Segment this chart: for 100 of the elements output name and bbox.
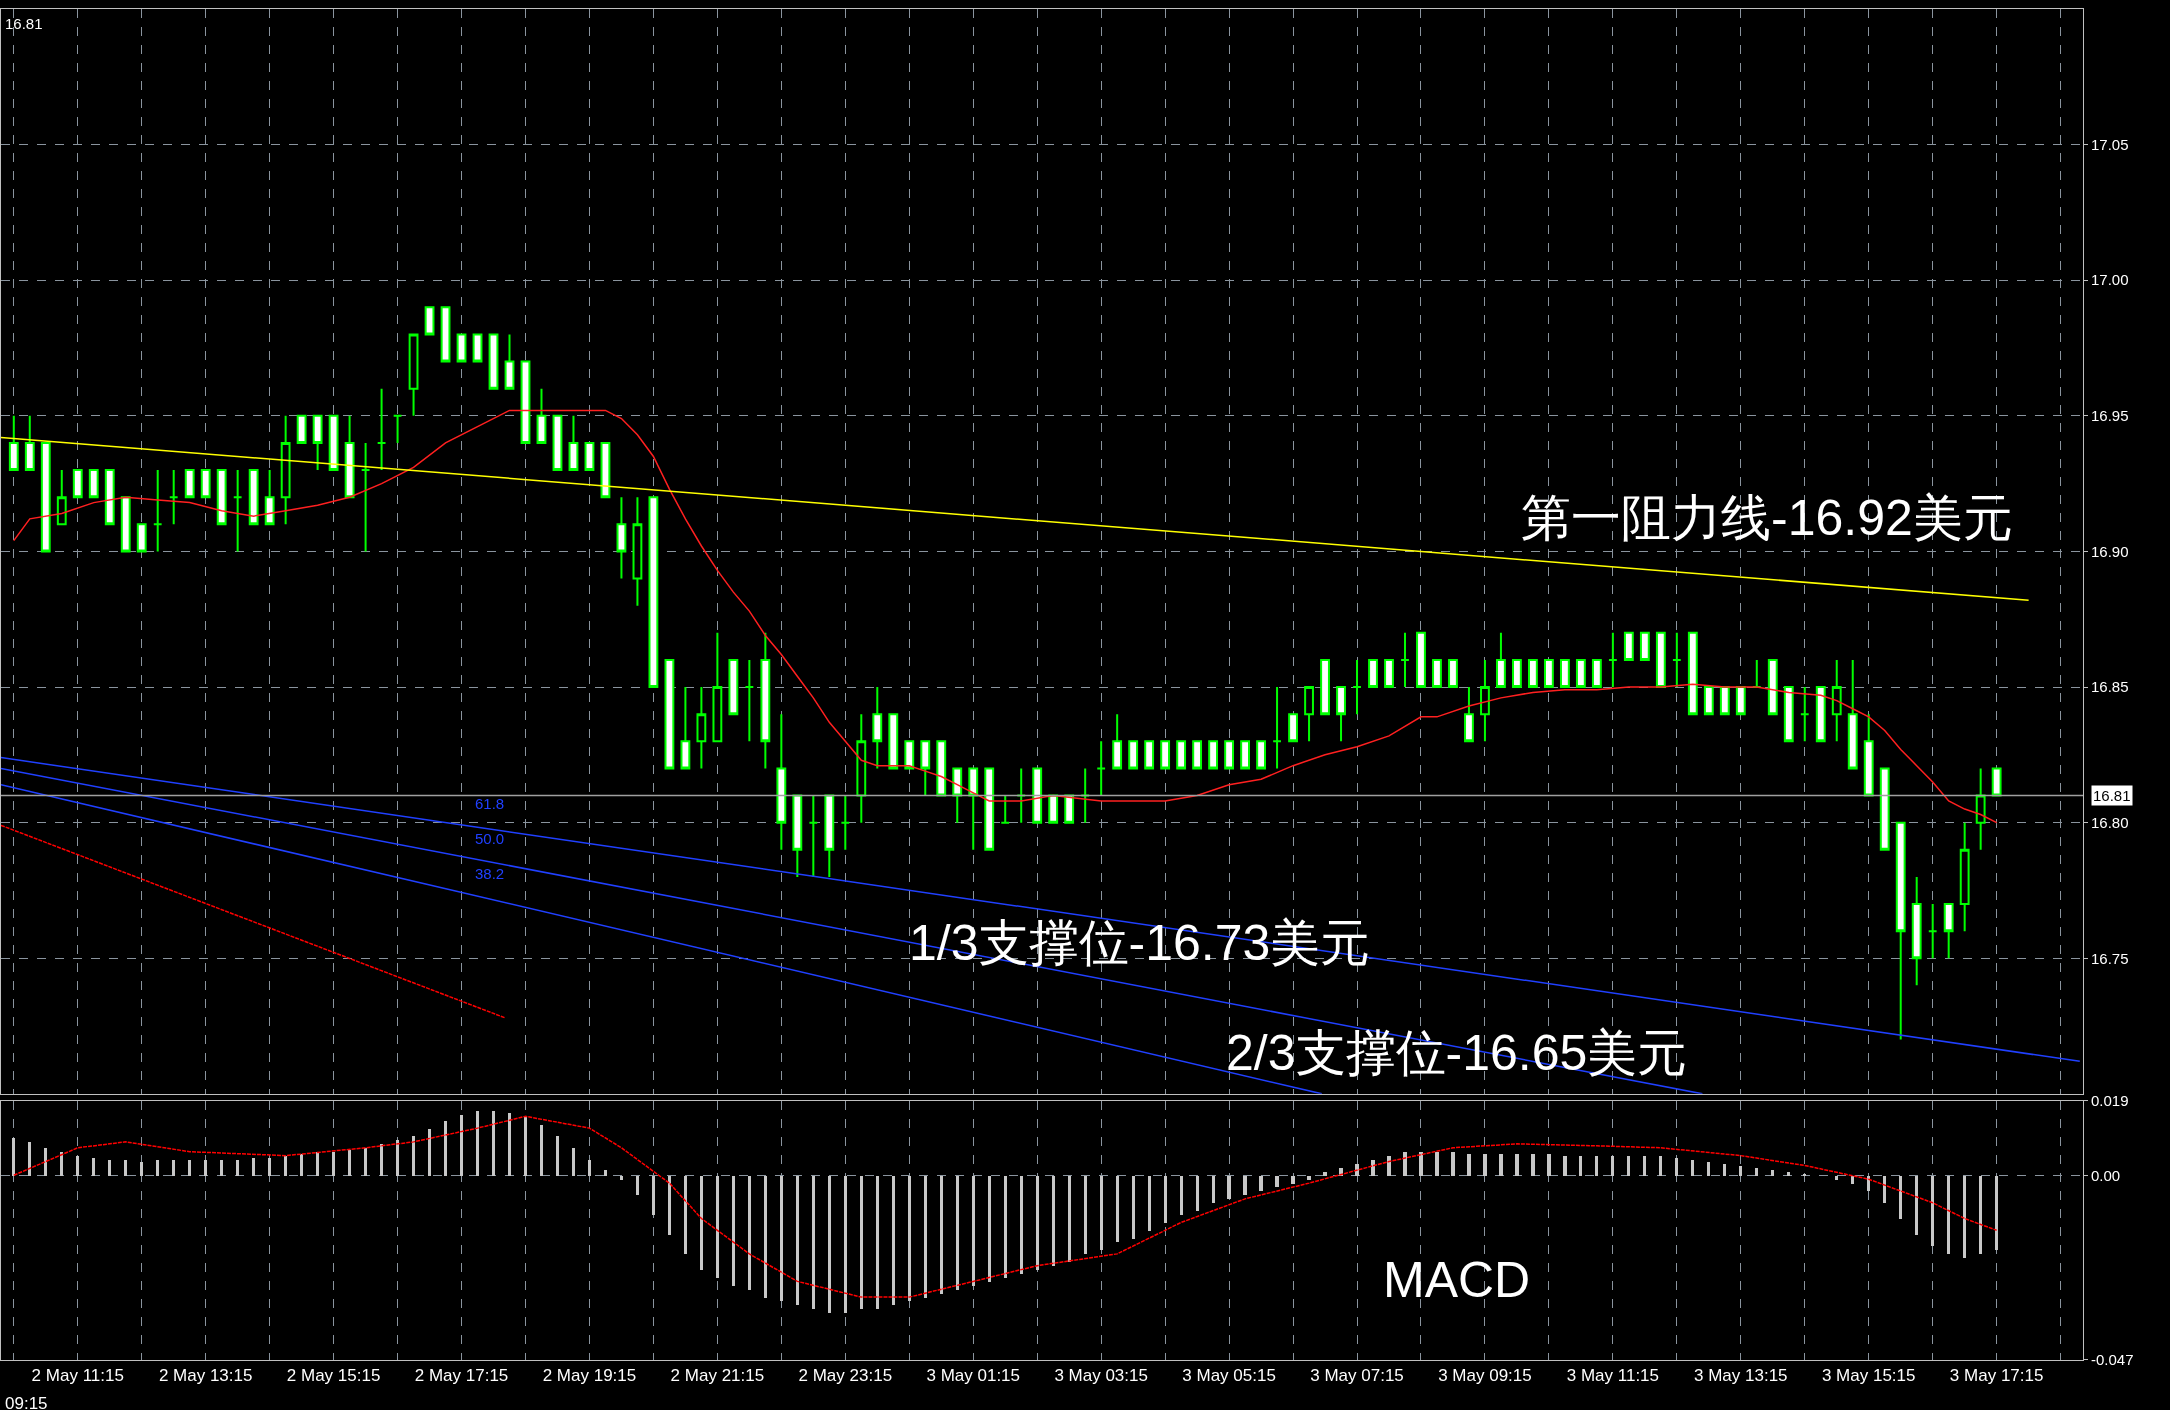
bar [796, 1175, 799, 1305]
bar [1355, 1163, 1359, 1176]
bar [236, 1159, 239, 1176]
y-tick-label: 16.90 [2091, 542, 2129, 560]
x-tick-label: 3 May 07:15 [1310, 1366, 1404, 1386]
candlestick [728, 658, 739, 716]
bar [1659, 1155, 1662, 1176]
candlestick [376, 387, 387, 472]
bar [1931, 1175, 1934, 1246]
x-tick-label: 3 May 03:15 [1054, 1366, 1148, 1386]
bar [76, 1155, 79, 1176]
candlestick [632, 496, 643, 607]
candlestick [488, 333, 499, 390]
candlestick [24, 414, 35, 472]
candlestick [1975, 767, 1986, 851]
bar [1899, 1175, 1902, 1219]
bar [188, 1159, 191, 1176]
candlestick [840, 794, 851, 851]
bar [812, 1175, 815, 1309]
x-tick-label: 2 May 17:15 [414, 1366, 509, 1386]
x-tick-label: 3 May 17:15 [1949, 1366, 2044, 1386]
candlestick [344, 414, 355, 499]
candlestick [520, 360, 531, 444]
bar [1403, 1151, 1407, 1176]
bar [668, 1175, 671, 1235]
bar [1963, 1175, 1966, 1258]
candlestick [1208, 740, 1219, 770]
candlestick [1096, 740, 1107, 797]
candlestick [680, 686, 691, 770]
candlestick [504, 333, 515, 390]
bar [1691, 1159, 1694, 1176]
candlestick [168, 469, 179, 526]
x-tick-label: 3 May 05:15 [1182, 1366, 1276, 1386]
bar [1755, 1167, 1758, 1176]
bar [988, 1175, 991, 1282]
candlestick [424, 306, 435, 336]
candlestick [72, 469, 83, 499]
bar [540, 1124, 543, 1176]
candlestick [1879, 767, 1890, 851]
candlestick [1448, 658, 1458, 689]
bar [508, 1112, 511, 1176]
bar [844, 1175, 847, 1313]
bar [1867, 1175, 1870, 1191]
bar [924, 1175, 927, 1298]
candlestick [1719, 686, 1730, 716]
x-tick-label: 2 May 23:15 [798, 1366, 893, 1386]
bar [492, 1110, 495, 1176]
annotation: 50.0 [475, 830, 505, 847]
bar [1196, 1175, 1199, 1211]
candlestick [1064, 794, 1075, 824]
bar [652, 1175, 655, 1215]
bar [172, 1159, 175, 1176]
bar [892, 1175, 895, 1305]
candlestick [904, 740, 915, 770]
candlestick [120, 496, 131, 553]
candlestick [1671, 631, 1682, 689]
candlestick [1176, 740, 1187, 770]
candlestick [1416, 631, 1426, 689]
bar [1451, 1151, 1455, 1176]
bar [1531, 1153, 1535, 1176]
candlestick [104, 469, 115, 526]
candlestick [1288, 713, 1298, 743]
candlestick [696, 686, 707, 770]
candlestick [616, 496, 627, 580]
x-tick-label: 2 May 19:15 [542, 1366, 637, 1386]
bar [1547, 1153, 1551, 1176]
bar [1771, 1169, 1774, 1176]
candlestick [1480, 658, 1490, 743]
candlestick [40, 441, 51, 553]
candlestick [1192, 740, 1203, 770]
bar [444, 1120, 447, 1176]
candlestick [808, 794, 819, 878]
candlestick [1400, 631, 1410, 689]
bar [1052, 1175, 1055, 1266]
annotation: 61.8 [475, 795, 505, 812]
bar [604, 1169, 607, 1176]
bar [620, 1175, 623, 1180]
bar [748, 1175, 751, 1290]
candlestick [408, 333, 419, 417]
candlestick [8, 414, 19, 472]
candlestick [584, 441, 595, 472]
bar [1467, 1153, 1471, 1176]
candlestick [1384, 658, 1394, 689]
candlestick [360, 441, 371, 553]
x-tick-label: 2 May 11:15 [31, 1366, 124, 1386]
bar [1371, 1159, 1375, 1176]
candlestick [776, 713, 787, 851]
bar [1499, 1153, 1503, 1176]
candlestick [1591, 658, 1602, 689]
candlestick [200, 469, 211, 499]
bar [1068, 1175, 1071, 1262]
candlestick [1815, 686, 1826, 743]
bar [636, 1175, 639, 1195]
candlestick [1927, 903, 1938, 960]
bar [28, 1141, 31, 1176]
candlestick [920, 740, 931, 797]
bar [1611, 1155, 1614, 1176]
bar [908, 1175, 911, 1301]
candlestick [856, 713, 867, 824]
candlestick [1128, 740, 1139, 770]
